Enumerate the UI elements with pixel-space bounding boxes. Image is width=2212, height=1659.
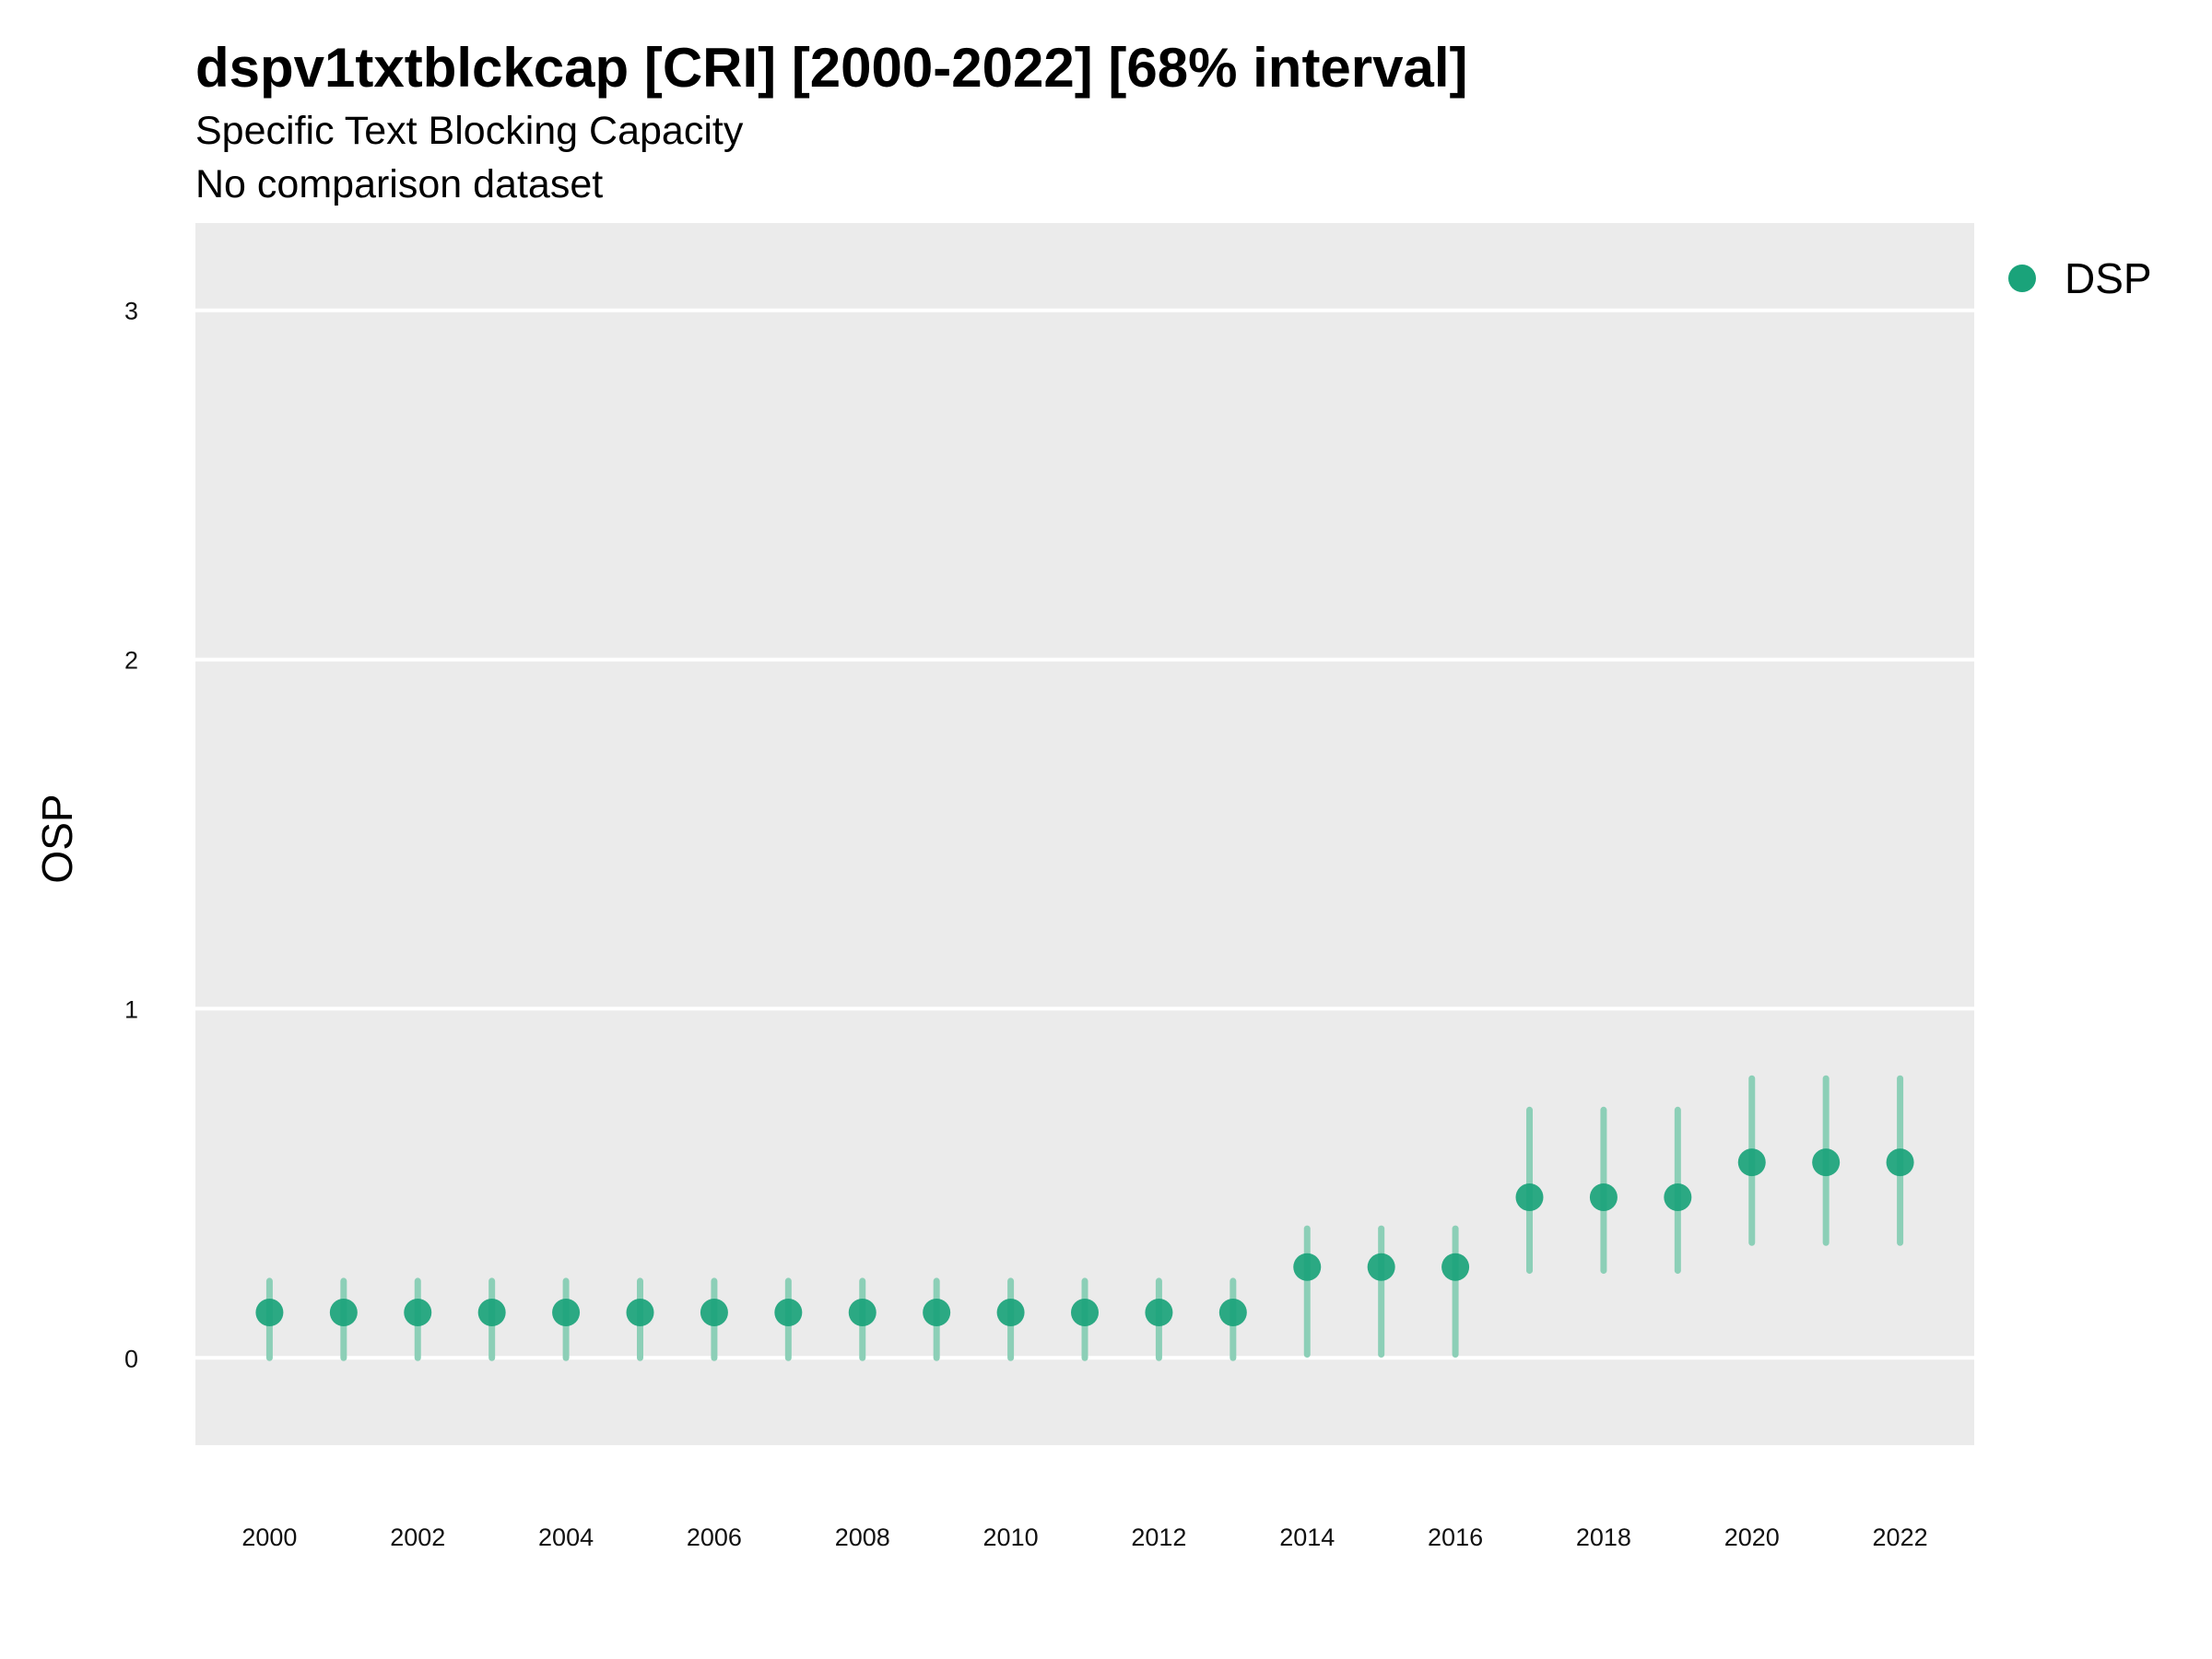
- data-point: [1886, 1148, 1914, 1177]
- x-tick-label: 2006: [687, 1524, 742, 1551]
- x-tick-label: 2002: [390, 1524, 445, 1551]
- data-point: [1441, 1253, 1470, 1281]
- y-tick-label: 1: [124, 995, 138, 1023]
- data-point: [1293, 1253, 1322, 1281]
- y-tick-label: 0: [124, 1345, 138, 1372]
- data-point: [255, 1299, 284, 1327]
- x-tick-label: 2004: [538, 1524, 594, 1551]
- data-point: [1812, 1148, 1841, 1177]
- data-points: [255, 1148, 1914, 1327]
- legend-swatch-dsp: [2008, 265, 2036, 292]
- x-tick-label: 2012: [1131, 1524, 1186, 1551]
- data-point: [996, 1299, 1025, 1327]
- data-point: [404, 1299, 432, 1327]
- data-point: [1367, 1253, 1395, 1281]
- y-axis-label: OSP: [33, 794, 81, 883]
- legend-label-dsp: DSP: [2065, 254, 2152, 302]
- y-axis-ticks: 0 1 2 3: [124, 298, 138, 1373]
- data-point: [1737, 1148, 1766, 1177]
- data-point: [1589, 1183, 1618, 1212]
- x-tick-label: 2008: [835, 1524, 890, 1551]
- chart-title: dspv1txtblckcap [CRI] [2000-2022] [68% i…: [195, 37, 1468, 99]
- x-tick-label: 2018: [1576, 1524, 1631, 1551]
- data-point: [626, 1299, 654, 1327]
- x-tick-label: 2000: [241, 1524, 297, 1551]
- data-point: [848, 1299, 877, 1327]
- chart-subtitle: Specific Text Blocking Capacity: [195, 109, 744, 153]
- data-point: [477, 1299, 506, 1327]
- y-tick-label: 2: [124, 647, 138, 675]
- x-tick-label: 2022: [1873, 1524, 1928, 1551]
- x-tick-label: 2014: [1279, 1524, 1335, 1551]
- data-point: [700, 1299, 728, 1327]
- data-point: [1664, 1183, 1692, 1212]
- chart-subtitle-2: No comparison dataset: [195, 162, 603, 206]
- data-point: [774, 1299, 803, 1327]
- data-point: [923, 1299, 951, 1327]
- data-point: [1145, 1299, 1173, 1327]
- x-tick-label: 2016: [1428, 1524, 1483, 1551]
- x-axis-ticks: 2000 2002 2004 2006 2008 2010 2012 2014 2016 2018…: [241, 1524, 1927, 1551]
- data-point: [1071, 1299, 1099, 1327]
- data-point: [1515, 1183, 1544, 1212]
- data-point: [329, 1299, 358, 1327]
- x-tick-label: 2010: [983, 1524, 1039, 1551]
- x-tick-label: 2020: [1724, 1524, 1780, 1551]
- plot-panel: [195, 223, 1974, 1445]
- data-point: [552, 1299, 581, 1327]
- y-tick-label: 3: [124, 298, 138, 325]
- data-point: [1218, 1299, 1247, 1327]
- legend: DSP: [2008, 254, 2152, 302]
